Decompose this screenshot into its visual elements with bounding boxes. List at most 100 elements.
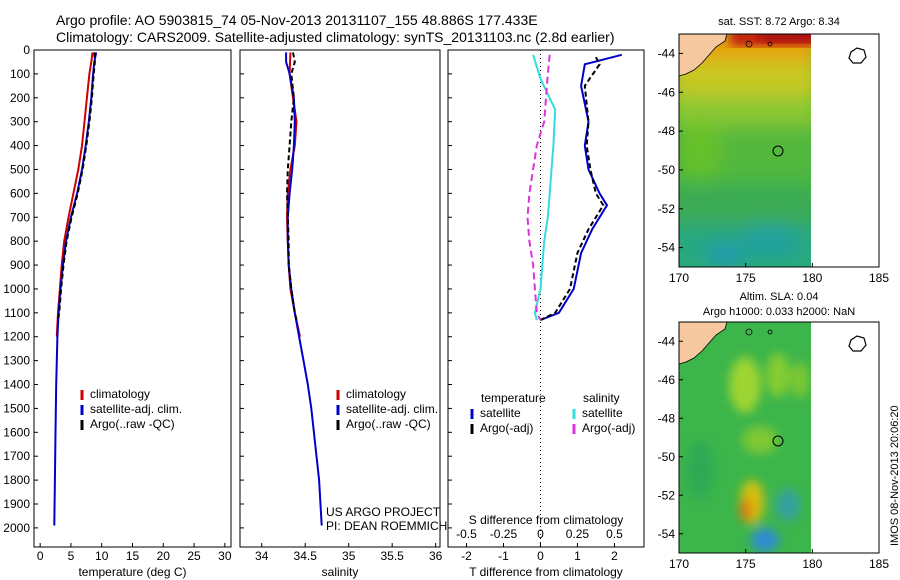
diff-series-3 (526, 54, 551, 321)
sla-map-title2: Argo h1000: 0.033 h2000: NaN (703, 306, 855, 318)
sst-map-ytick-label-3: -50 (658, 163, 676, 177)
sla-land (678, 321, 728, 365)
diff-xtick-label-0: -2 (461, 549, 472, 563)
diff-xtick-label-4: 2 (611, 549, 618, 563)
sal-series-1 (285, 52, 323, 526)
sla-map-ytick-label-5: -54 (658, 527, 676, 541)
sla-map-xtick-label-0: 170 (669, 557, 689, 571)
temp-ytick-label-11: 1100 (4, 306, 30, 320)
diff-xlabel: T difference from climatology (469, 565, 623, 579)
sst-float-marker (772, 145, 784, 157)
sal-xtick-label-0: 34 (255, 549, 269, 563)
sst-map-xtick-label-1: 175 (736, 271, 756, 285)
figure-title-line1: Argo profile: AO 5903815_74 05-Nov-2013 … (56, 12, 538, 28)
temp-ytick-label-1: 100 (10, 67, 30, 81)
sal-series-2 (285, 52, 298, 321)
sst-map-xtick-label-0: 170 (669, 271, 689, 285)
diff-stick-label-3: 0.25 (566, 527, 590, 541)
diff-xtick-label-2: 0 (537, 549, 544, 563)
temp-xtick-label-1: 5 (68, 549, 75, 563)
sst-map-image (679, 34, 811, 267)
temp-ytick-label-16: 1600 (3, 425, 30, 439)
sst-map-title: sat. SST: 8.72 Argo: 8.34 (718, 16, 840, 28)
sla-map-ytick-label-4: -52 (658, 488, 676, 502)
diff-stick-label-4: 0.5 (606, 527, 623, 541)
sla-map-xtick-label-3: 185 (869, 557, 889, 571)
diff-stick-label-1: -0.25 (490, 527, 518, 541)
temp-ytick-label-0: 0 (23, 43, 30, 57)
temp-ytick-label-19: 1900 (3, 497, 30, 511)
diff-legend-s-label-0: satellite (582, 406, 623, 420)
sla-map-ytick-label-1: -46 (658, 373, 676, 387)
temp-ytick-label-6: 600 (10, 186, 30, 200)
sla-map-ytick-label-0: -44 (658, 334, 676, 348)
sal-xtick-label-2: 35 (342, 549, 356, 563)
temp-xtick-label-0: 0 (37, 549, 44, 563)
temp-ytick-label-17: 1700 (3, 449, 30, 463)
temp-xtick-label-2: 10 (95, 549, 109, 563)
diff-stick-label-2: 0 (537, 527, 544, 541)
diff-legend-t-heading: temperature (481, 391, 546, 405)
temp-ytick-label-20: 2000 (3, 521, 30, 535)
sla-map-title: Altim. SLA: 0.04 (740, 291, 819, 303)
sst-map-xtick-label-3: 185 (869, 271, 889, 285)
temp-ytick-label-8: 800 (10, 234, 30, 248)
sal-legend-label-0: climatology (346, 387, 406, 401)
sal-annotation-1: PI: DEAN ROEMMICH (326, 519, 447, 533)
temp-series-2 (57, 52, 96, 321)
temp-ytick-label-4: 400 (10, 139, 30, 153)
temp-legend-label-1: satellite-adj. clim. (90, 402, 182, 416)
temp-ytick-label-12: 1200 (3, 330, 30, 344)
sal-legend-label-2: Argo(..raw -QC) (346, 417, 431, 431)
temp-ytick-label-5: 500 (10, 162, 30, 176)
sla-float-marker (772, 435, 784, 447)
sla-island-outline (848, 335, 867, 352)
temp-xtick-label-6: 30 (218, 549, 232, 563)
sst-map-ytick-label-1: -46 (658, 85, 676, 99)
sal-legend-label-1: satellite-adj. clim. (346, 402, 438, 416)
temp-ytick-label-15: 1500 (3, 401, 30, 415)
sla-map-xtick-label-1: 175 (736, 557, 756, 571)
diff-stick-label-0: -0.5 (456, 527, 477, 541)
sst-map-axes (678, 33, 880, 268)
sal-xlabel: salinity (322, 565, 359, 579)
sla-map-ytick-label-3: -50 (658, 450, 676, 464)
diff-xlabel2: S difference from climatology (469, 513, 624, 527)
sst-island-outline (848, 47, 867, 64)
temp-ytick-label-3: 300 (10, 115, 30, 129)
sst-map-ytick-label-0: -44 (658, 46, 676, 60)
figure-title-line2: Climatology: CARS2009. Satellite-adjuste… (56, 29, 615, 45)
temp-ytick-label-18: 1800 (3, 473, 30, 487)
timestamp-stamp: IMOS 08-Nov-2013 20:06:20 (889, 405, 900, 546)
sla-map-axes (678, 321, 880, 554)
diff-legend-s-heading: salinity (583, 391, 620, 405)
temp-xtick-label-3: 15 (126, 549, 140, 563)
difference-axes (447, 49, 645, 548)
temp-series-0 (55, 52, 94, 337)
sst-map-xtick-label-2: 180 (802, 271, 822, 285)
sal-xtick-label-3: 35.5 (380, 549, 404, 563)
diff-series-1 (540, 56, 605, 321)
sst-map-ytick-label-5: -54 (658, 241, 676, 255)
temp-legend-label-2: Argo(..raw -QC) (90, 417, 175, 431)
diff-series-0 (540, 53, 623, 321)
sla-map-xtick-label-2: 180 (802, 557, 822, 571)
temp-series-1 (53, 52, 98, 526)
sal-annotation-0: US ARGO PROJECT (326, 505, 441, 519)
temp-ytick-label-9: 900 (10, 258, 30, 272)
salinity-axes (239, 49, 441, 548)
temp-ytick-label-10: 1000 (3, 282, 30, 296)
diff-legend-s-label-1: Argo(-adj) (582, 421, 635, 435)
diff-series-2 (532, 54, 557, 321)
sla-map-image (679, 322, 811, 553)
temp-legend-label-0: climatology (90, 387, 150, 401)
sst-land (678, 33, 728, 77)
temp-ytick-label-13: 1300 (3, 354, 30, 368)
sal-xtick-label-1: 34.5 (294, 549, 318, 563)
temp-ytick-label-2: 200 (10, 91, 30, 105)
temp-xlabel: temperature (deg C) (78, 565, 186, 579)
temp-xtick-label-4: 20 (157, 549, 171, 563)
sla-map-ytick-label-2: -48 (658, 411, 676, 425)
temp-ytick-label-14: 1400 (3, 378, 30, 392)
